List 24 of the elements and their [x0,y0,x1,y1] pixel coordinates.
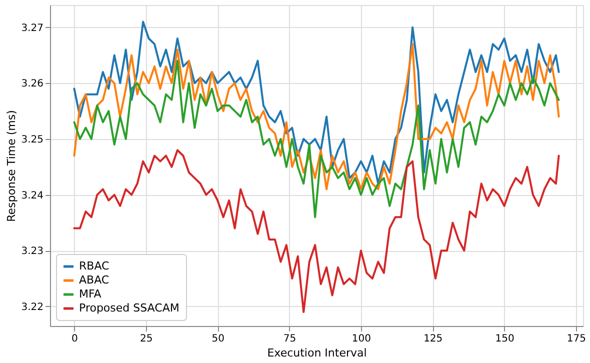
x-tick-label: 0 [72,334,78,344]
legend-label: ABAC [79,274,110,286]
legend-label: RBAC [79,260,110,272]
x-tick-label: 50 [212,334,224,344]
x-tick-label: 175 [566,334,586,344]
x-tick-label: 125 [424,334,443,344]
legend-label: MFA [79,288,102,300]
y-tick-label: 3.23 [21,246,44,258]
x-axis-title: Execution Interval [267,346,367,360]
y-tick-label: 3.24 [21,190,44,202]
line-series [73,149,560,314]
x-tick-label: 25 [140,334,153,344]
line-series [73,43,560,190]
x-tick-label: 100 [352,334,371,344]
y-tick-label: 3.25 [21,134,44,146]
legend-label: Proposed SSACAM [79,302,180,314]
x-tick-label: 75 [283,334,296,344]
x-tick-label: 150 [495,334,514,344]
y-tick-label: 3.22 [21,302,44,313]
y-axis-title: Response Time (ms) [5,110,18,222]
y-tick-label: 3.27 [21,22,44,34]
line-series [73,20,560,185]
y-tick-label: 3.26 [21,78,44,90]
line-series [73,60,560,218]
